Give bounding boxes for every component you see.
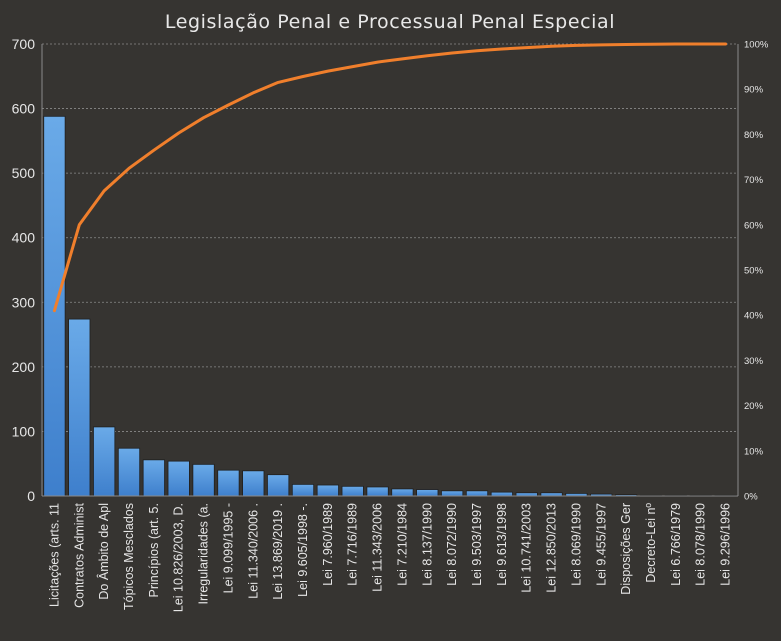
x-tick-label: Decreto-Lei nº [644, 503, 658, 583]
y2-tick-label: 50% [744, 266, 764, 277]
y2-tick-label: 100% [744, 40, 769, 51]
bar [341, 485, 364, 497]
x-tick-label: Lei 7.960/1989 [321, 503, 335, 586]
y-tick-label: 400 [12, 230, 36, 246]
x-tick-label: Disposições Ger [619, 503, 633, 595]
y-axis-right: 0% 10% 20% 30% 40% 50% 60% 70% 80% 90% 100% [744, 40, 769, 503]
x-tick-label: Lei 11.343/2006 [371, 503, 385, 592]
bar [267, 474, 290, 497]
x-tick-label: Lei 9.605/1998 -. [296, 503, 310, 597]
y2-tick-label: 60% [744, 220, 764, 231]
bar [142, 459, 165, 497]
x-tick-label: Lei 9.296/1996 [719, 503, 733, 586]
x-tick-label: Lei 10.741/2003 [520, 503, 534, 593]
y2-tick-label: 70% [744, 175, 764, 186]
bar [68, 318, 91, 497]
x-tick-label: Lei 8.072/1990 [445, 503, 459, 586]
x-tick-label: Lei 9.503/1997 [470, 503, 484, 586]
x-tick-label: Licitações (arts. 11 [47, 503, 61, 607]
y2-tick-label: 90% [744, 85, 764, 96]
x-tick-label: Tópicos Mesclados [122, 503, 136, 610]
y-axis-left: 0 100 200 300 400 500 600 700 [12, 36, 739, 504]
y-tick-label: 500 [12, 165, 36, 181]
x-tick-label: Do Âmbito de Apl [96, 503, 111, 600]
x-tick-label: Contratos Administ [72, 502, 86, 607]
bar [192, 463, 215, 497]
x-tick-label: Princípios (art. 5. [147, 503, 161, 597]
x-tick-label: Lei 12.850/2013 [545, 503, 559, 593]
bar [167, 460, 190, 497]
x-tick-label: Lei 9.099/1995 - [221, 503, 235, 593]
x-tick-label: Lei 9.613/1998 [495, 503, 509, 586]
bar [242, 470, 265, 497]
bar [93, 426, 116, 497]
y2-tick-label: 30% [744, 356, 764, 367]
x-tick-label: Lei 11.340/2006 . [246, 503, 260, 599]
bar [490, 491, 513, 497]
y-tick-label: 200 [12, 359, 36, 375]
x-tick-label: Lei 8.069/1990 [569, 503, 583, 586]
bar-series [43, 115, 737, 497]
bar [416, 489, 439, 497]
x-axis: Licitações (arts. 11 Contratos Administ Do… [47, 502, 732, 612]
x-tick-label: Lei 8.078/1990 [694, 503, 708, 586]
y-tick-label: 300 [12, 294, 36, 310]
x-tick-label: Lei 7.716/1989 [346, 503, 360, 586]
y-tick-label: 100 [12, 423, 36, 439]
y-tick-label: 600 [12, 101, 36, 117]
y2-tick-label: 40% [744, 311, 764, 322]
x-tick-label: Lei 6.766/1979 [669, 503, 683, 586]
y-tick-label: 700 [12, 36, 36, 52]
cumulative-percentage-line [52, 42, 728, 313]
x-tick-label: Lei 9.455/1997 [594, 503, 608, 586]
bar [391, 488, 414, 497]
x-tick-label: Lei 10.826/2003, D. [172, 503, 186, 612]
x-tick-label: Lei 7.210/1984 [395, 503, 409, 586]
bar [366, 486, 389, 497]
bar [117, 447, 141, 497]
gridlines [42, 43, 738, 432]
bar [217, 469, 240, 497]
x-tick-label: Irregularidades (a. [197, 503, 211, 604]
bar [441, 490, 464, 497]
cumulative-line-series [52, 42, 728, 313]
x-tick-label: Lei 13.869/2019 . [271, 503, 285, 600]
bar [316, 484, 339, 497]
x-tick-label: Lei 8.137/1990 [420, 503, 434, 586]
bar [465, 490, 489, 497]
chart-title: Legislação Penal e Processual Penal Espe… [165, 11, 615, 33]
y2-tick-label: 80% [744, 130, 764, 141]
bar [291, 483, 315, 497]
y2-tick-label: 0% [744, 492, 758, 503]
y-tick-label: 0 [27, 488, 35, 504]
y2-tick-label: 10% [744, 446, 764, 457]
y2-tick-label: 20% [744, 401, 764, 412]
